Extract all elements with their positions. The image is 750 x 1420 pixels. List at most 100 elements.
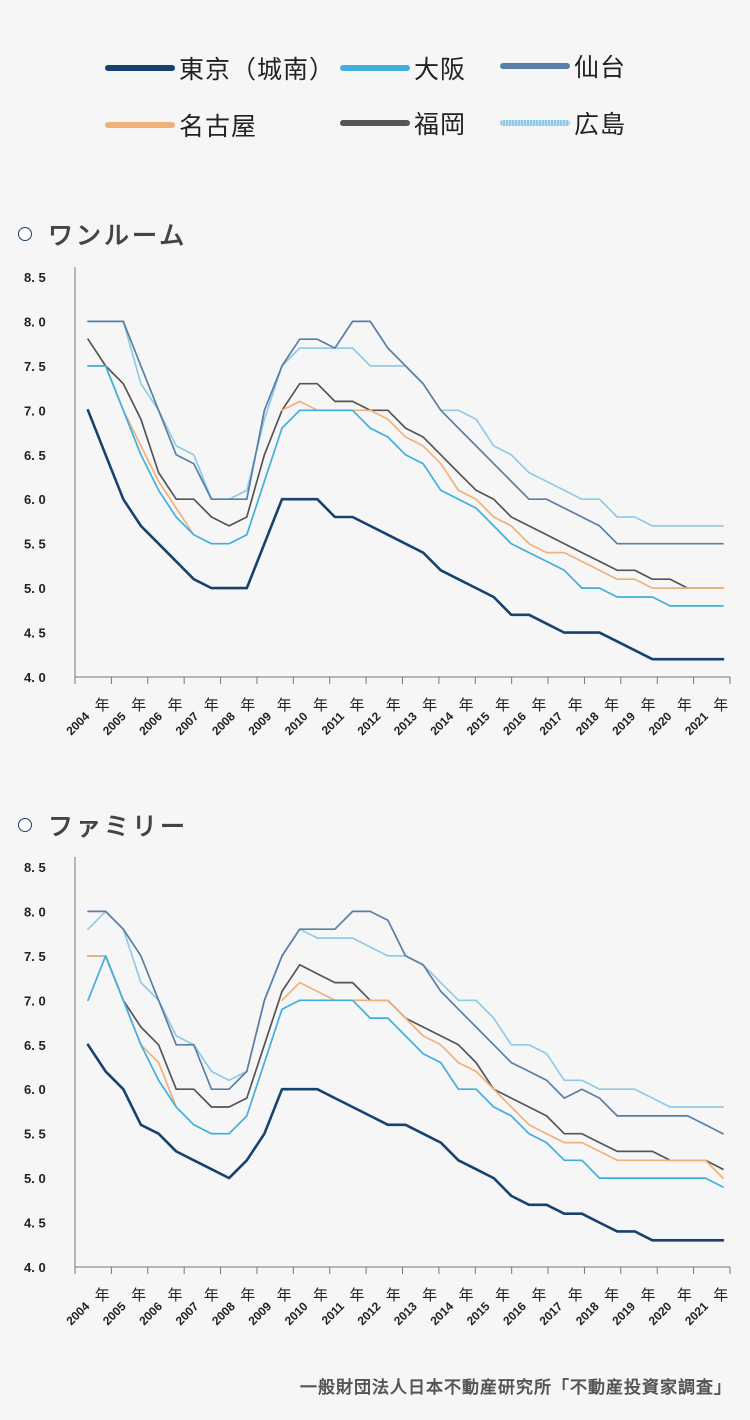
x-tick-unit-label: 年: [568, 1286, 583, 1304]
legend-label-sendai: 仙台: [574, 53, 627, 82]
series-line-nagoya: [281, 400, 319, 412]
y-tick-label: 4. 5: [24, 626, 46, 641]
y-tick-label: 7. 0: [24, 403, 46, 418]
legend-item-fukuoka: 福岡: [340, 105, 466, 141]
y-tick-label: 5. 0: [24, 581, 46, 596]
x-tick-unit-label: 年: [568, 696, 583, 714]
y-tick-label: 4. 5: [24, 1216, 46, 1231]
legend-swatch-fukuoka: [340, 120, 410, 126]
x-tick-unit-label: 年: [422, 1286, 437, 1304]
source-note: 一般財団法人日本不動産研究所「不動産投資家調査」: [300, 1378, 732, 1398]
x-tick-unit-label: 年: [349, 1286, 364, 1304]
x-tick-unit-label: 年: [95, 1286, 110, 1304]
y-tick-label: 6. 5: [24, 448, 46, 463]
legend-label-osaka: 大阪: [414, 55, 467, 84]
x-tick-unit-label: 年: [349, 696, 364, 714]
legend-label-tokyo: 東京（城南）: [179, 55, 336, 84]
y-tick-label: 5. 5: [24, 1127, 46, 1142]
x-tick-unit-label: 年: [641, 1286, 656, 1304]
legend-label-hiroshima: 広島: [574, 110, 627, 139]
legend-item-sendai: 仙台: [500, 48, 626, 84]
y-tick-label: 5. 5: [24, 537, 46, 552]
x-tick-unit-label: 年: [386, 696, 401, 714]
x-tick-unit-label: 年: [204, 1286, 219, 1304]
series-line-osaka: [87, 955, 724, 1188]
x-tick-unit-label: 年: [495, 696, 510, 714]
x-tick-unit-label: 年: [240, 1286, 255, 1304]
legend-item-hiroshima: 広島: [500, 105, 626, 141]
x-tick-unit-label: 年: [713, 1286, 728, 1304]
x-tick-unit-label: 年: [641, 696, 656, 714]
x-tick-unit-label: 年: [313, 1286, 328, 1304]
series-line-nagoya: [281, 981, 724, 1179]
legend-item-tokyo: 東京（城南）: [105, 50, 335, 86]
y-tick-label: 7. 5: [24, 359, 46, 374]
y-tick-label: 4. 0: [24, 670, 46, 685]
chart-legend: 東京（城南） 大阪 仙台 名古屋 福岡 広島: [0, 0, 750, 160]
y-tick-label: 5. 0: [24, 1171, 46, 1186]
x-tick-unit-label: 年: [167, 1286, 182, 1304]
legend-item-nagoya: 名古屋: [105, 107, 257, 143]
x-tick-unit-label: 年: [277, 1286, 292, 1304]
x-tick-unit-label: 年: [677, 1286, 692, 1304]
y-tick-label: 8. 0: [24, 314, 46, 329]
x-tick-unit-label: 年: [386, 1286, 401, 1304]
series-line-fukuoka: [87, 338, 724, 589]
series-line-tokyo: [86, 1043, 725, 1242]
section-title-family: ファミリー: [18, 807, 188, 843]
series-line-osaka: [87, 365, 724, 607]
x-tick-unit-label: 年: [167, 696, 182, 714]
section-title-oneroom: ワンルーム: [18, 216, 187, 252]
y-tick-label: 6. 5: [24, 1038, 46, 1053]
legend-item-osaka: 大阪: [340, 50, 466, 86]
series-line-sendai: [87, 910, 724, 1135]
x-tick-unit-label: 年: [459, 696, 474, 714]
x-tick-label: 2004: [64, 709, 93, 738]
x-tick-unit-label: 年: [459, 1286, 474, 1304]
series-line-nagoya: [351, 409, 724, 589]
y-tick-label: 7. 0: [24, 993, 46, 1008]
legend-swatch-tokyo: [105, 65, 175, 71]
legend-swatch-hiroshima: [500, 120, 570, 126]
circle-icon: [18, 818, 32, 832]
y-tick-label: 8. 0: [24, 904, 46, 919]
x-tick-unit-label: 年: [131, 1286, 146, 1304]
series-line-sendai: [87, 320, 724, 545]
series-line-fukuoka: [87, 955, 724, 1171]
x-tick-unit-label: 年: [204, 696, 219, 714]
x-tick-unit-label: 年: [131, 696, 146, 714]
y-tick-label: 8. 5: [24, 860, 46, 875]
x-tick-unit-label: 年: [422, 696, 437, 714]
y-tick-label: 6. 0: [24, 1082, 46, 1097]
y-tick-label: 6. 0: [24, 492, 46, 507]
x-tick-unit-label: 年: [604, 696, 619, 714]
y-tick-label: 8. 5: [24, 270, 46, 285]
legend-swatch-nagoya: [105, 122, 175, 128]
x-tick-unit-label: 年: [95, 696, 110, 714]
series-line-hiroshima: [87, 320, 724, 527]
x-tick-unit-label: 年: [604, 1286, 619, 1304]
series-line-nagoya: [87, 955, 178, 1108]
x-tick-unit-label: 年: [677, 696, 692, 714]
legend-label-nagoya: 名古屋: [179, 112, 258, 141]
section-label-oneroom: ワンルーム: [48, 221, 188, 250]
legend-swatch-sendai: [500, 63, 570, 69]
x-tick-unit-label: 年: [531, 696, 546, 714]
legend-swatch-osaka: [340, 65, 410, 71]
x-tick-label: 2004: [64, 1299, 93, 1328]
circle-icon: [18, 227, 32, 241]
x-tick-unit-label: 年: [713, 696, 728, 714]
series-line-tokyo: [86, 409, 725, 661]
x-tick-unit-label: 年: [531, 1286, 546, 1304]
series-line-hiroshima: [87, 910, 724, 1108]
oneroom-line-chart: 4. 0 4. 5 5. 0 5. 5 6. 0 6. 5 7. 0 7. 5 8. 0 8. 5…: [24, 267, 731, 738]
y-tick-label: 4. 0: [24, 1260, 46, 1275]
section-label-family: ファミリー: [48, 812, 189, 841]
family-line-chart: 4. 0 4. 5 5. 0 5. 5 6. 0 6. 5 7. 0 7. 5 8. 0 8. 5…: [24, 857, 731, 1328]
x-tick-unit-label: 年: [240, 696, 255, 714]
x-tick-unit-label: 年: [495, 1286, 510, 1304]
x-tick-unit-label: 年: [277, 696, 292, 714]
legend-label-fukuoka: 福岡: [414, 110, 467, 139]
y-tick-label: 7. 5: [24, 949, 46, 964]
x-tick-unit-label: 年: [313, 696, 328, 714]
